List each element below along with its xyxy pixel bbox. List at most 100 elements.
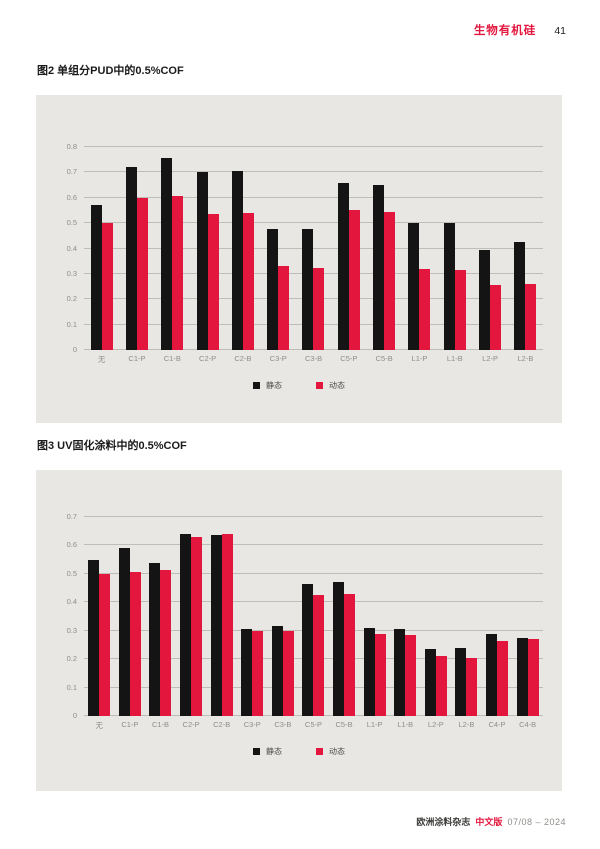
bar-group: [88, 517, 111, 716]
bar: [373, 185, 385, 350]
bar-group: [231, 147, 254, 350]
y-axis-tick-label: 0: [72, 711, 77, 720]
bar-group: [118, 517, 141, 716]
bar-group: [373, 147, 396, 350]
bar: [172, 196, 184, 350]
bar: [302, 229, 314, 350]
bar: [527, 639, 539, 716]
x-axis-category-label: C2-P: [182, 720, 200, 729]
x-axis-category-label: C2-B: [234, 354, 252, 363]
figure-3-x-axis-labels: 无 C1-P C1-B C2-P C2-B C3-P C3-B C5-P C5-B L1-P L1-…: [84, 720, 543, 731]
x-axis-category-label: C1-B: [151, 720, 170, 729]
x-axis-category-label: C5-P: [340, 354, 358, 363]
bar-group: [90, 147, 113, 350]
y-axis-tick-label: 0.7: [66, 512, 77, 521]
bar: [191, 536, 203, 716]
gridline: [84, 196, 543, 198]
x-axis-category-label: C4-P: [488, 720, 506, 729]
bar: [161, 158, 173, 350]
bar: [363, 627, 375, 716]
bar: [210, 535, 222, 716]
bar: [497, 640, 509, 716]
bar: [486, 633, 498, 716]
bar-group: [267, 147, 290, 350]
x-axis-category-label: 无: [95, 721, 104, 730]
bar: [90, 205, 102, 350]
gridline: [84, 146, 543, 147]
bar: [271, 626, 283, 716]
bar: [302, 583, 314, 716]
bar: [278, 266, 290, 350]
gridline: [84, 544, 543, 546]
figure-3-plot-area: 0.7 0.6 0.5 0.4 0.3 0.2 0.1 0: [67, 512, 543, 720]
x-axis-category-label: L2-B: [517, 354, 534, 363]
bar-group: [514, 147, 537, 350]
x-axis-category-label: C4-B: [519, 720, 537, 729]
y-axis-tick-label: 0.2: [66, 654, 77, 664]
bar: [129, 572, 141, 716]
y-axis-tick-label: 0: [72, 345, 77, 354]
edition-label: 中文版: [475, 817, 503, 827]
x-axis-category-label: C5-P: [304, 720, 322, 729]
y-axis-tick-label: 0.4: [66, 243, 77, 253]
x-axis-category-label: C2-B: [213, 720, 231, 729]
bar: [348, 210, 360, 350]
x-axis-category-label: C5-B: [335, 720, 353, 729]
y-axis-tick-label: 0.3: [66, 625, 77, 635]
x-axis-category-label: C3-B: [304, 354, 323, 363]
legend-item: 静态: [253, 380, 282, 391]
x-axis-category-label: C3-B: [274, 720, 292, 729]
bar: [267, 229, 279, 350]
page-header: 生物有机硅 41: [474, 22, 566, 38]
legend-label: 动态: [329, 381, 345, 390]
bar: [394, 629, 406, 716]
bar-group: [180, 517, 203, 716]
bar-group: [149, 517, 172, 716]
y-axis-tick-label: 0.3: [66, 268, 77, 278]
bar-group: [363, 517, 386, 716]
bar-group: [196, 147, 219, 350]
bar: [516, 637, 528, 716]
gridline: [84, 171, 543, 173]
bar: [118, 548, 130, 716]
bar: [99, 573, 111, 716]
page-number: 41: [554, 25, 566, 37]
bar-group: [241, 517, 264, 716]
legend-swatch-dynamic: [316, 748, 323, 755]
bar: [282, 630, 294, 716]
legend-item: 静态: [253, 746, 282, 757]
bar: [101, 223, 113, 350]
figure-2-chart-panel: 0.8 0.7 0.6 0.5 0.4 0.3 0.2 0.1 0 无 C1-P C1-B C2-P C…: [36, 95, 562, 423]
x-axis-category-label: C1-P: [121, 720, 139, 729]
bar: [333, 582, 345, 716]
bar: [136, 197, 148, 350]
bar-group: [333, 517, 356, 716]
bar: [149, 562, 161, 716]
bar: [478, 249, 490, 350]
x-axis-category-label: C3-P: [243, 720, 261, 729]
y-axis-tick-label: 0.1: [66, 319, 77, 329]
bar: [466, 657, 478, 716]
bar-group: [210, 517, 233, 716]
bar: [344, 593, 356, 716]
x-axis-category-label: C5-B: [375, 354, 393, 363]
bar: [419, 268, 431, 350]
bar: [313, 595, 325, 716]
y-axis-tick-label: 0.2: [66, 294, 77, 304]
bar-group: [337, 147, 360, 350]
bar: [231, 171, 243, 350]
y-axis-tick-label: 0.6: [66, 540, 77, 550]
legend-label: 静态: [266, 747, 282, 756]
bar: [221, 534, 233, 716]
legend-swatch-dynamic: [316, 382, 323, 389]
bar: [180, 534, 192, 716]
magazine-name: 欧洲涂料杂志: [416, 817, 471, 827]
bar: [88, 559, 100, 716]
bar: [435, 656, 447, 716]
bar: [242, 212, 254, 350]
bar-group: [161, 147, 184, 350]
figure-2-plot-area: 0.8 0.7 0.6 0.5 0.4 0.3 0.2 0.1 0: [67, 142, 543, 354]
figure-2: 图2 单组分PUD中的0.5%COF 0.8 0.7 0.6 0.5 0.4 0.3 0.2…: [36, 62, 562, 423]
x-axis-category-label: L1-B: [446, 354, 463, 363]
